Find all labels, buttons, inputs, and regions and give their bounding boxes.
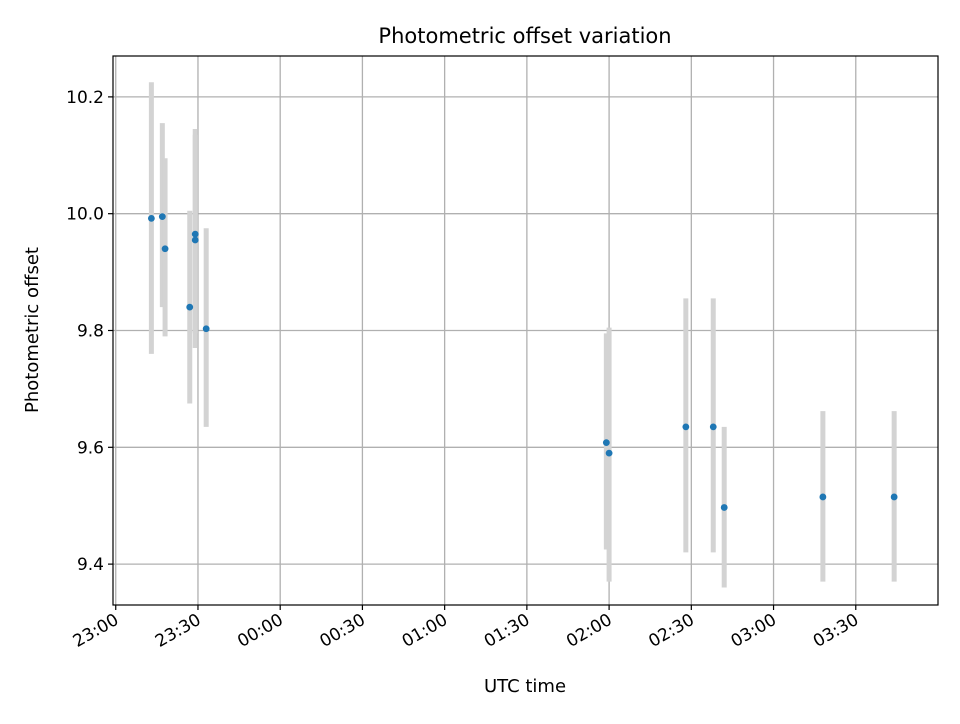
data-point: [158, 213, 166, 221]
data-point: [147, 214, 155, 222]
y-tick-label: 9.4: [77, 555, 104, 575]
data-point: [602, 439, 610, 447]
data-point: [890, 493, 898, 501]
y-tick-label: 9.6: [77, 438, 104, 458]
y-tick-label: 9.8: [77, 322, 104, 342]
y-axis-ticks: 9.4 9.6 9.8 10.0 10.2: [66, 88, 113, 575]
y-tick-label: 10.2: [66, 88, 104, 108]
data-point: [709, 423, 717, 431]
y-tick-label: 10.0: [66, 205, 104, 225]
data-point: [161, 245, 169, 253]
data-point: [682, 423, 690, 431]
data-points: [147, 213, 898, 511]
x-axis-label: UTC time: [484, 676, 566, 697]
data-point: [720, 504, 728, 511]
data-point: [191, 230, 199, 238]
data-point: [186, 303, 194, 311]
grid: [113, 56, 938, 605]
chart-title: Photometric offset variation: [378, 24, 671, 48]
data-point: [605, 449, 613, 457]
data-point: [191, 236, 199, 244]
data-point: [202, 325, 210, 333]
y-axis-label: Photometric offset: [22, 247, 43, 413]
data-point: [819, 493, 827, 501]
